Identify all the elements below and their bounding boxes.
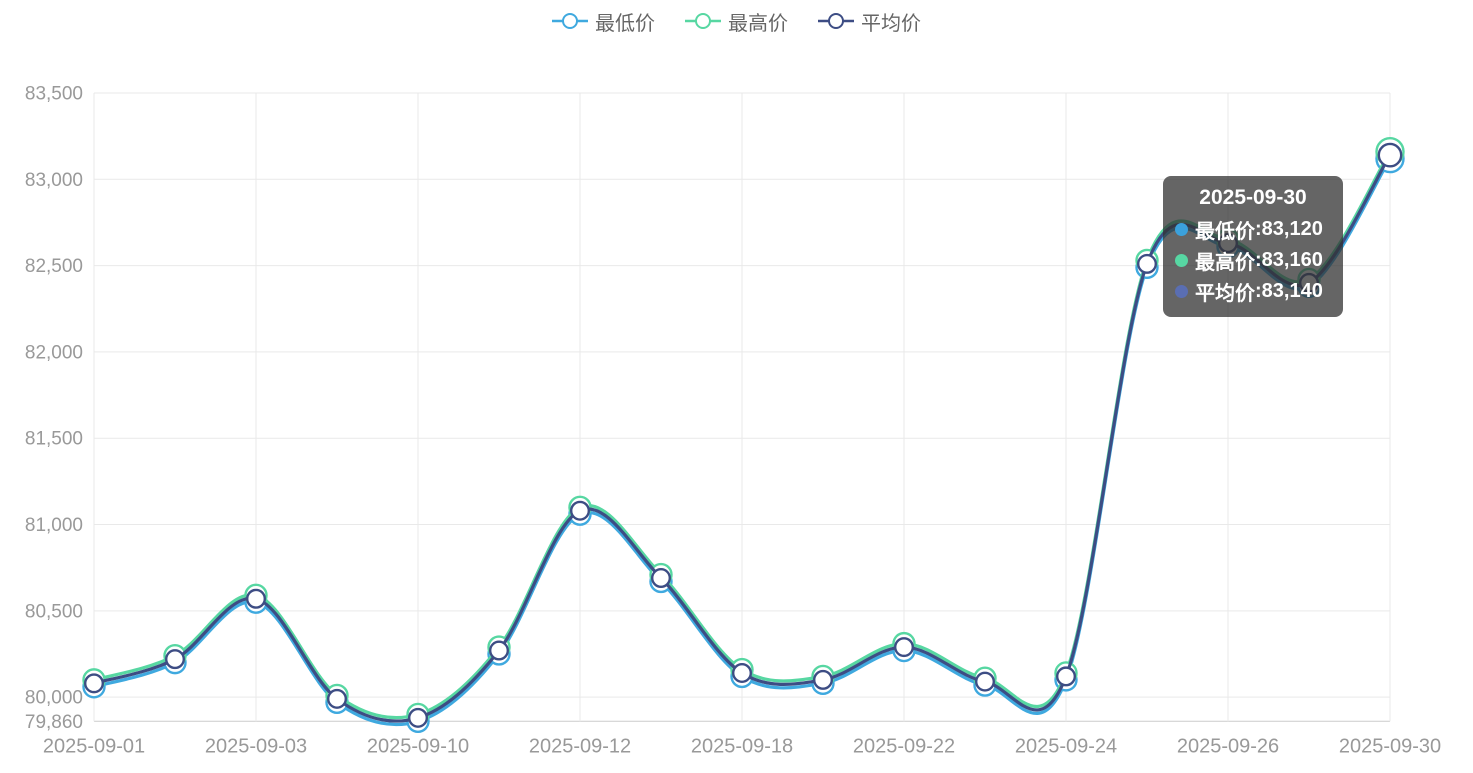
y-axis-label: 80,500 <box>25 601 83 622</box>
data-point-marker-avg-price[interactable] <box>570 500 591 521</box>
data-point-marker-avg-price[interactable] <box>245 588 266 609</box>
legend-item-max-price[interactable]: 最高价 <box>685 7 788 36</box>
x-axis-label: 2025-09-03 <box>205 735 307 757</box>
y-axis-label: 81,500 <box>25 429 83 450</box>
y-axis-label: 79,860 <box>25 712 83 733</box>
legend-item-min-price[interactable]: 最低价 <box>552 7 655 36</box>
y-axis-label: 83,000 <box>25 170 83 191</box>
x-axis-label: 2025-09-22 <box>853 735 955 757</box>
data-point-marker-avg-price[interactable] <box>408 707 429 728</box>
data-point-marker-avg-price[interactable] <box>1217 233 1238 254</box>
legend-line-marker-icon <box>552 13 588 29</box>
x-axis-label: 2025-09-01 <box>43 735 145 757</box>
data-point-marker-avg-price[interactable] <box>83 673 104 694</box>
legend-item-label: 最低价 <box>595 12 655 35</box>
data-point-marker-avg-price[interactable] <box>894 637 915 658</box>
y-axis-label: 82,500 <box>25 256 83 277</box>
legend-item-label: 平均价 <box>861 12 921 35</box>
data-point-marker-avg-price[interactable] <box>164 649 185 670</box>
legend-item-avg-price[interactable]: 平均价 <box>818 7 921 36</box>
y-axis-label: 80,000 <box>25 688 83 709</box>
data-point-marker-avg-price[interactable] <box>489 640 510 661</box>
data-point-marker-avg-price[interactable] <box>813 669 834 690</box>
x-axis-label: 2025-09-30 <box>1339 735 1441 757</box>
data-point-marker-avg-price[interactable] <box>1298 272 1319 293</box>
data-point-marker-avg-price[interactable] <box>1055 666 1076 687</box>
x-axis-label: 2025-09-12 <box>529 735 631 757</box>
legend-line-marker-icon <box>685 13 721 29</box>
data-point-marker-avg-price[interactable] <box>1377 142 1403 168</box>
data-point-marker-avg-price[interactable] <box>975 671 996 692</box>
y-axis-label: 82,000 <box>25 342 83 363</box>
x-axis-label: 2025-09-26 <box>1177 735 1279 757</box>
data-point-marker-avg-price[interactable] <box>651 568 672 589</box>
x-axis-label: 2025-09-24 <box>1015 735 1117 757</box>
data-point-marker-avg-price[interactable] <box>732 662 753 683</box>
x-axis-label: 2025-09-10 <box>367 735 469 757</box>
legend-line-marker-icon <box>818 13 854 29</box>
y-axis-label: 83,500 <box>25 84 83 105</box>
chart-legend: 最低价 最高价 平均价 <box>0 6 1473 36</box>
data-point-marker-avg-price[interactable] <box>327 688 348 709</box>
y-axis-label: 81,000 <box>25 515 83 536</box>
data-point-marker-avg-price[interactable] <box>1136 253 1157 274</box>
legend-item-label: 最高价 <box>728 12 788 35</box>
x-axis-label: 2025-09-18 <box>691 735 793 757</box>
